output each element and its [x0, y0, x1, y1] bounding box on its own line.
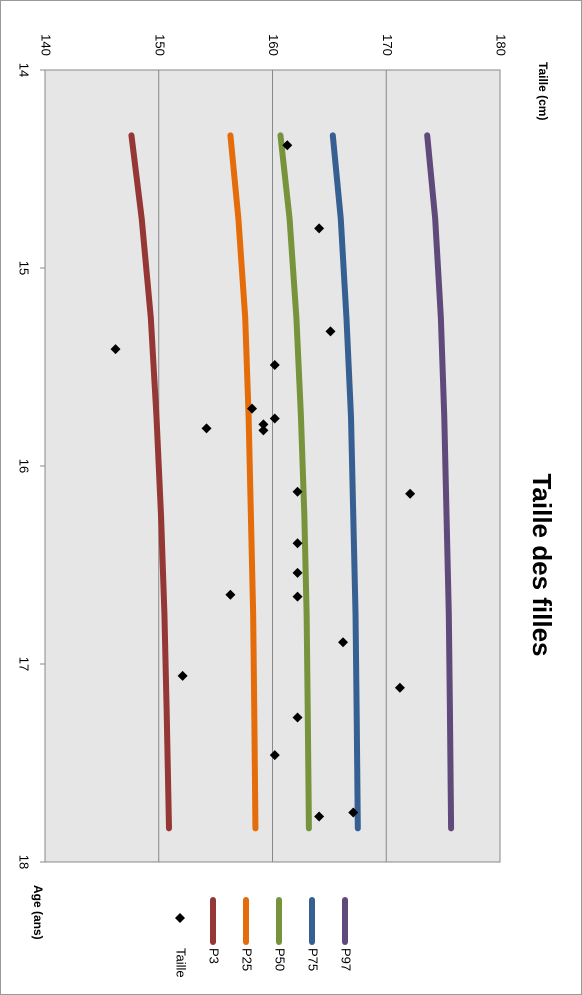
chart-title: Taille des filles: [527, 473, 557, 656]
legend-label: P75: [306, 948, 321, 971]
legend-label: Taille: [174, 948, 189, 978]
x-tick-label: 17: [17, 657, 32, 671]
scatter-point: [258, 419, 269, 430]
scatter-point: [292, 712, 303, 723]
scatter-point: [314, 811, 325, 822]
chart-body: Taille des filles Taille (cm) Age (ans) …: [17, 34, 558, 977]
x-axis-title: Age (ans): [31, 885, 45, 940]
scatter-point: [314, 223, 325, 234]
y-tick-label: 150: [152, 34, 167, 56]
scatter-point: [282, 140, 293, 151]
scatter-point: [269, 750, 280, 761]
x-tick-label: 14: [17, 63, 32, 77]
y-tick-label: 160: [266, 34, 281, 56]
scatter-point: [269, 413, 280, 424]
legend-label: P97: [339, 948, 354, 971]
scatter-point: [225, 589, 236, 600]
scatter-point: [292, 486, 303, 497]
x-tick-label: 18: [17, 855, 32, 869]
series-line: [227, 132, 259, 832]
scatter-point: [247, 403, 258, 414]
scatter-point: [338, 637, 349, 648]
scatter-point: [348, 807, 359, 818]
x-tick-label: 16: [17, 459, 32, 473]
scatter-point: [325, 326, 336, 337]
series-line: [277, 132, 312, 832]
scatter-point: [405, 488, 416, 499]
y-axis-title: Taille (cm): [536, 62, 550, 120]
scatter-point: [110, 344, 121, 355]
scatter-point: [292, 567, 303, 578]
scatter-point: [258, 425, 269, 436]
scatter-point: [292, 538, 303, 549]
legend-marker: [175, 913, 185, 923]
scatter-point: [269, 360, 280, 371]
scatter-point: [292, 591, 303, 602]
series-line: [424, 132, 455, 832]
legend-label: P50: [273, 948, 288, 971]
legend-label: P3: [207, 948, 222, 964]
scatter-point: [394, 682, 405, 693]
series-line: [128, 132, 172, 832]
scatter-point: [201, 423, 212, 434]
y-tick-label: 140: [39, 34, 54, 56]
x-tick-label: 15: [17, 261, 32, 275]
y-tick-label: 180: [494, 34, 509, 56]
y-tick-label: 170: [380, 34, 395, 56]
legend-label: P25: [240, 948, 255, 971]
series-line: [329, 132, 361, 832]
scatter-point: [177, 670, 188, 681]
